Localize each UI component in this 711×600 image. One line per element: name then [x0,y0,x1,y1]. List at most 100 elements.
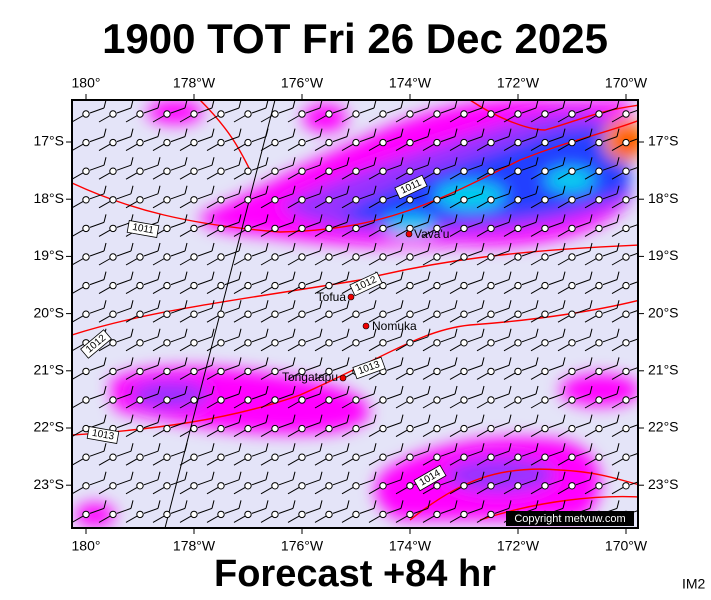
barb-flag [535,385,539,395]
barb-station [298,510,306,519]
barb-flag [454,471,458,480]
barb-flag [184,385,188,395]
barb-flag [440,393,456,400]
barb-flag [508,328,512,337]
barb-flag [116,307,132,314]
barb-flag [130,385,134,395]
barb-station [541,281,549,290]
barb-station [271,196,279,204]
barb-flag [319,471,323,480]
barb-flag [251,336,267,343]
barb-station [352,110,360,118]
barb-station [271,482,279,490]
barb-flag [467,479,483,486]
barb-flag [278,193,294,200]
barb-flag [197,479,213,486]
barb-flag [616,328,620,337]
barb-flag [575,164,591,171]
barb-station [622,482,630,490]
barb-flag [644,243,646,251]
barb-flag [346,357,350,366]
barb-station [298,396,306,404]
barb-flag [427,100,431,109]
barb-flag [116,250,132,257]
barb-flag [562,214,566,223]
barb-flag [251,221,267,228]
barb-flag [467,336,483,343]
barb-flag [440,250,456,257]
barb-flag [265,357,269,366]
barb-flag [103,157,107,166]
barb-flag [359,393,375,400]
barb-flag [535,443,539,452]
barb-station [136,424,144,433]
barb-flag [413,393,429,400]
barb-station [298,310,306,318]
barb-flag [211,128,215,137]
barb-flag [238,471,242,480]
barb-flag [130,128,134,137]
barb-station [568,396,576,404]
barb-flag [548,279,564,286]
barb-flag [616,414,620,423]
barb-flag [292,500,296,509]
barb-flag [386,107,402,114]
barb-flag [224,250,240,257]
barb-station [595,253,603,261]
barb-station [541,196,549,204]
barb-flag [292,214,296,223]
barb-flag [386,336,402,343]
barb-station [271,281,279,290]
barb-flag [224,364,240,371]
barb-flag [454,214,458,223]
barb-flag [494,164,510,171]
barb-flag [211,500,215,509]
barb-station [352,253,360,261]
barb-flag [454,128,458,137]
barb-flag [508,500,512,509]
barb-station [595,224,603,233]
image-id: IM2 [682,576,706,592]
barb-station [460,253,468,261]
barb-flag [427,157,431,166]
barb-station [217,482,225,490]
barb-flag [494,479,510,486]
barb-flag [130,157,134,166]
barb-station [487,167,495,175]
barb-station [163,510,171,519]
barb-flag [616,385,620,395]
barb-flag [400,443,404,452]
barb-flag [116,422,132,429]
barb-station [217,424,225,433]
barb-flag [305,450,321,457]
barb-station [163,424,171,433]
barb-station [406,253,414,261]
barb-station [622,224,630,233]
barb-flag [400,271,404,280]
barb-station [568,138,576,147]
barb-flag [211,414,215,423]
barb-station [82,281,90,290]
barb-flag [305,479,321,486]
barb-flag [130,300,134,309]
barb-flag [467,422,483,429]
barb-station [595,482,603,490]
barb-flag [589,300,593,309]
barb-station [190,281,198,290]
barb-station [163,110,171,118]
barb-flag [305,336,321,343]
barb-station [190,110,198,118]
barb-flag [494,364,510,371]
barb-station [136,138,144,147]
barb-station [217,339,225,347]
barb-flag [359,479,375,486]
barb-station [190,367,198,376]
barb-flag [616,157,620,166]
barb-flag [413,221,429,228]
barb-flag [184,271,188,280]
barb-flag [359,193,375,200]
barb-flag [562,471,566,480]
barb-flag [373,214,377,223]
barb-flag [575,307,591,314]
barb-flag [467,250,483,257]
